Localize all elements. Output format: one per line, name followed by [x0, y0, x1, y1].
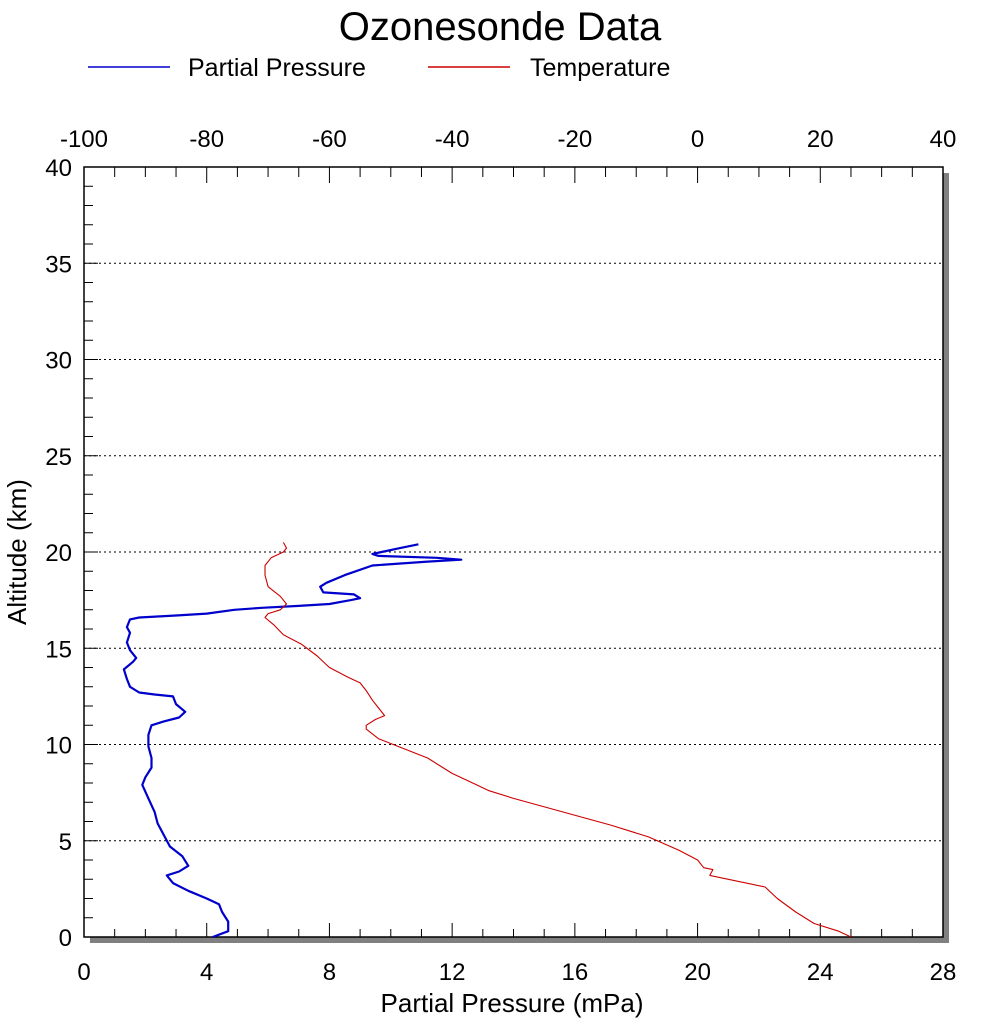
x-bottom-tick-label: 4 [200, 959, 213, 986]
axis-tick-labels: 0 5 10 15 20 25 30 35 40 0 4 8 12 16 20 24 28 -100 -80 -60 -… [45, 126, 956, 986]
axis-ticks [83, 166, 944, 938]
x-bottom-tick-label: 0 [77, 959, 90, 986]
x-top-tick-label: 20 [807, 126, 834, 153]
y-axis-label: Altitude (km) [2, 479, 32, 625]
y-tick-label: 5 [59, 829, 72, 856]
x-axis-label: Partial Pressure (mPa) [381, 988, 644, 1018]
x-bottom-tick-label: 8 [323, 959, 336, 986]
plot-shadow-bottom [90, 937, 949, 943]
x-top-tick-label: 0 [691, 126, 704, 153]
x-top-tick-label: -80 [189, 126, 224, 153]
y-tick-label: 20 [45, 540, 72, 567]
x-top-tick-label: -60 [312, 126, 347, 153]
legend-label-temperature: Temperature [530, 54, 670, 82]
grid-lines [84, 262, 943, 842]
y-tick-label: 25 [45, 444, 72, 471]
y-tick-label: 35 [45, 251, 72, 278]
series-line-partial-pressure [122, 543, 463, 939]
chart-title: Ozonesonde Data [339, 5, 662, 49]
data-series [122, 542, 852, 939]
legend-label-partial-pressure: Partial Pressure [188, 54, 366, 82]
series-line-temperature [264, 542, 852, 938]
y-tick-label: 0 [59, 925, 72, 952]
y-tick-label: 40 [45, 155, 72, 182]
legend: Partial Pressure Temperature [88, 54, 670, 82]
x-top-tick-label: -20 [558, 126, 593, 153]
x-top-tick-label: -40 [435, 126, 470, 153]
x-bottom-tick-label: 20 [684, 959, 711, 986]
x-bottom-tick-label: 16 [562, 959, 589, 986]
x-top-tick-label: 40 [930, 126, 957, 153]
y-tick-label: 15 [45, 636, 72, 663]
x-bottom-tick-label: 28 [930, 959, 957, 986]
y-tick-label: 10 [45, 733, 72, 760]
x-top-tick-label: -100 [60, 126, 108, 153]
plot-shadow-right [943, 173, 949, 943]
x-bottom-tick-label: 12 [439, 959, 466, 986]
y-tick-label: 30 [45, 348, 72, 375]
x-bottom-tick-label: 24 [807, 959, 834, 986]
